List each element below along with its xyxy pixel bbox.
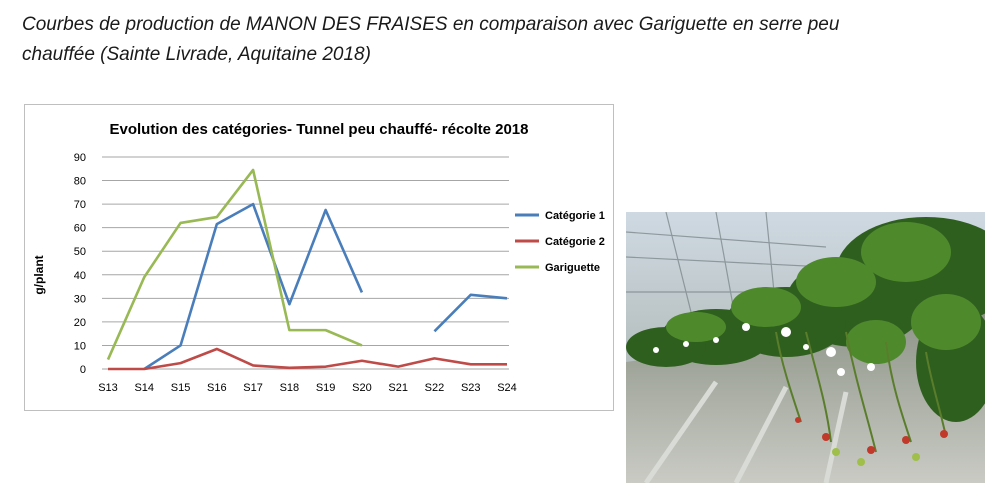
figure-caption: Courbes de production de MANON DES FRAIS… xyxy=(22,10,922,70)
x-tick-label: S23 xyxy=(461,382,481,394)
y-tick-label: 90 xyxy=(74,152,86,164)
x-tick-label: S13 xyxy=(98,382,118,394)
y-tick-label: 70 xyxy=(74,199,86,211)
series-line xyxy=(143,202,364,371)
series-line xyxy=(106,168,363,361)
legend-label: Catégorie 1 xyxy=(545,210,605,222)
series-cat-gorie-2 xyxy=(107,347,508,371)
series-cat-gorie-1 xyxy=(143,202,508,371)
x-tick-label: S18 xyxy=(280,382,300,394)
x-tick-label: S20 xyxy=(352,382,372,394)
x-tick-label: S17 xyxy=(243,382,263,394)
y-tick-label: 0 xyxy=(80,364,86,376)
strawberry-greenhouse-photo xyxy=(626,212,985,483)
x-tick-label: S21 xyxy=(388,382,408,394)
y-tick-label: 50 xyxy=(74,246,86,258)
x-tick-label: S14 xyxy=(134,382,154,394)
caption-line-2: chauffée (Sainte Livrade, Aquitaine 2018… xyxy=(22,44,371,65)
y-tick-label: 10 xyxy=(74,340,86,352)
caption-line-1: Courbes de production de MANON DES FRAIS… xyxy=(22,14,840,35)
line-chart: Evolution des catégories- Tunnel peu cha… xyxy=(32,121,605,394)
y-tick-label: 60 xyxy=(74,223,86,235)
y-tick-label: 30 xyxy=(74,293,86,305)
y-tick-label: 20 xyxy=(74,317,86,329)
series-gariguette xyxy=(106,168,363,361)
chart-title: Evolution des catégories- Tunnel peu cha… xyxy=(110,121,529,138)
y-tick-label: 40 xyxy=(74,270,86,282)
x-tick-label: S15 xyxy=(171,382,191,394)
legend-label: Catégorie 2 xyxy=(545,236,605,248)
legend-label: Gariguette xyxy=(545,262,600,274)
x-tick-label: S19 xyxy=(316,382,336,394)
series-line xyxy=(433,293,508,333)
chart-container: Evolution des catégories- Tunnel peu cha… xyxy=(24,104,614,411)
series-line xyxy=(108,347,507,371)
x-tick-label: S24 xyxy=(497,382,517,394)
x-tick-label: S22 xyxy=(425,382,445,394)
x-tick-label: S16 xyxy=(207,382,227,394)
y-axis-label: g/plant xyxy=(32,255,46,294)
y-tick-label: 80 xyxy=(74,176,86,188)
